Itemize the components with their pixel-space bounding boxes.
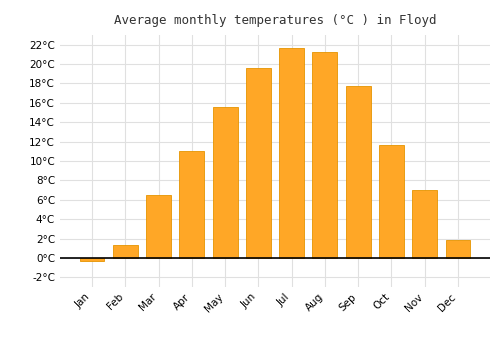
Bar <box>312 52 338 258</box>
Bar <box>379 146 404 258</box>
Bar <box>113 245 138 258</box>
Bar <box>80 258 104 261</box>
Bar <box>180 151 204 258</box>
Bar <box>412 190 437 258</box>
Title: Average monthly temperatures (°C ) in Floyd: Average monthly temperatures (°C ) in Fl… <box>114 14 436 27</box>
Bar <box>212 107 238 258</box>
Bar <box>446 240 470 258</box>
Bar <box>346 86 370 258</box>
Bar <box>146 195 171 258</box>
Bar <box>279 48 304 258</box>
Bar <box>246 68 271 258</box>
